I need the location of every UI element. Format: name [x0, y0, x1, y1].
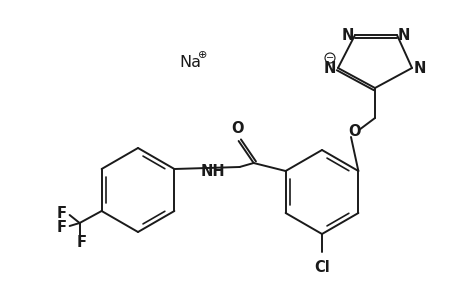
- Text: O: O: [348, 124, 360, 140]
- Text: N: N: [341, 28, 353, 43]
- Text: N: N: [397, 28, 409, 43]
- Text: N: N: [413, 61, 425, 76]
- Text: F: F: [77, 236, 86, 250]
- Text: Cl: Cl: [313, 260, 329, 275]
- Text: F: F: [56, 206, 67, 220]
- Text: NH: NH: [201, 164, 225, 178]
- Text: O: O: [231, 121, 243, 136]
- Text: Na: Na: [179, 55, 201, 70]
- Text: F: F: [56, 220, 67, 236]
- Text: ⊕: ⊕: [198, 50, 207, 60]
- Text: N: N: [323, 61, 335, 76]
- Text: −: −: [325, 53, 333, 63]
